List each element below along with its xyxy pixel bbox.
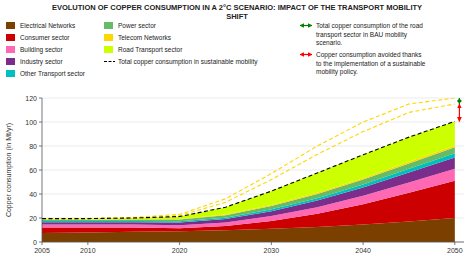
legend-swatch — [6, 22, 15, 29]
title-line: SHIFT — [226, 12, 248, 21]
area — [42, 121, 455, 219]
grid-line — [42, 242, 464, 243]
x-tick-label: 2020 — [172, 247, 188, 254]
y-tick — [39, 98, 42, 99]
legend-label: Industry sector — [20, 58, 63, 66]
x-tick-label: 2050 — [447, 247, 463, 254]
x-tick-label: 2005 — [34, 247, 50, 254]
y-axis-label: Copper consumption (in Mt/yr) — [5, 123, 13, 217]
legend-label: Power sector — [118, 22, 157, 29]
x-tick — [454, 242, 455, 245]
legend-swatch — [6, 34, 15, 41]
legend-label: Consumer sector — [20, 34, 70, 41]
annotation-line: Total copper consumption of the road — [316, 22, 423, 30]
y-tick — [39, 146, 42, 147]
line — [42, 98, 455, 219]
x-tick — [42, 242, 43, 245]
legend-swatch — [6, 58, 15, 65]
grid-line — [42, 98, 464, 99]
y-tick — [39, 170, 42, 171]
legend-label: Road Transport sector — [118, 46, 183, 54]
legend: Electrical Networks Consumer sector Buildi… — [6, 22, 426, 78]
x-tick-label: 2040 — [355, 247, 371, 254]
range-arrow — [459, 98, 460, 104]
y-tick-label: 80 — [29, 143, 37, 150]
legend-label: Electrical Networks — [20, 22, 76, 29]
legend-swatch — [104, 34, 113, 41]
legend-swatch — [6, 70, 15, 77]
annotation-line: transport sector in BAU mobility — [316, 31, 408, 39]
y-tick — [39, 242, 42, 243]
annotation-line: mobility policy. — [316, 68, 358, 76]
y-tick-label: 0 — [33, 239, 37, 246]
x-tick — [271, 242, 272, 245]
annotation-line: scenario. — [316, 39, 343, 46]
annotation-text: Copper consumption avoided thanksto the … — [316, 51, 426, 76]
annotation-line: Copper consumption avoided thanks — [316, 51, 422, 59]
plot-area — [42, 98, 455, 242]
y-tick-label: 20 — [29, 215, 37, 222]
y-tick-label: 60 — [29, 167, 37, 174]
legend-swatch — [6, 46, 15, 53]
x-tick — [179, 242, 180, 245]
legend-swatch — [104, 46, 113, 53]
annotation-text: Total copper consumption of the roadtran… — [316, 22, 423, 46]
y-tick — [39, 194, 42, 195]
legend-swatch — [104, 61, 115, 62]
legend-swatch — [104, 22, 113, 29]
x-tick — [363, 242, 364, 245]
y-tick — [39, 218, 42, 219]
legend-arrow — [300, 25, 312, 26]
x-tick — [87, 242, 88, 245]
y-tick — [39, 122, 42, 123]
legend-label: Building sector — [20, 46, 63, 54]
legend-label: Telecom Networks — [118, 34, 172, 41]
x-tick-label: 2010 — [80, 247, 96, 254]
y-tick-label: 100 — [25, 119, 37, 126]
x-tick-label: 2030 — [264, 247, 280, 254]
legend-arrow — [300, 54, 312, 55]
x-axis — [42, 242, 464, 243]
line — [42, 121, 455, 218]
grid-line — [42, 122, 464, 123]
annotation-line: to the implementation of a sustainable — [316, 60, 426, 68]
legend-label: Total copper consumption in sustainable … — [118, 58, 258, 66]
chart: EVOLUTION OF COPPER CONSUMPTION IN A 2°C… — [0, 0, 474, 266]
title: EVOLUTION OF COPPER CONSUMPTION IN A 2°C… — [52, 3, 422, 21]
title-line: EVOLUTION OF COPPER CONSUMPTION IN A 2°C… — [52, 3, 422, 12]
y-tick-label: 40 — [29, 191, 37, 198]
legend-label: Other Transport sector — [20, 70, 86, 78]
line — [42, 104, 455, 219]
y-tick-label: 120 — [25, 95, 37, 102]
range-arrow — [459, 104, 460, 121]
